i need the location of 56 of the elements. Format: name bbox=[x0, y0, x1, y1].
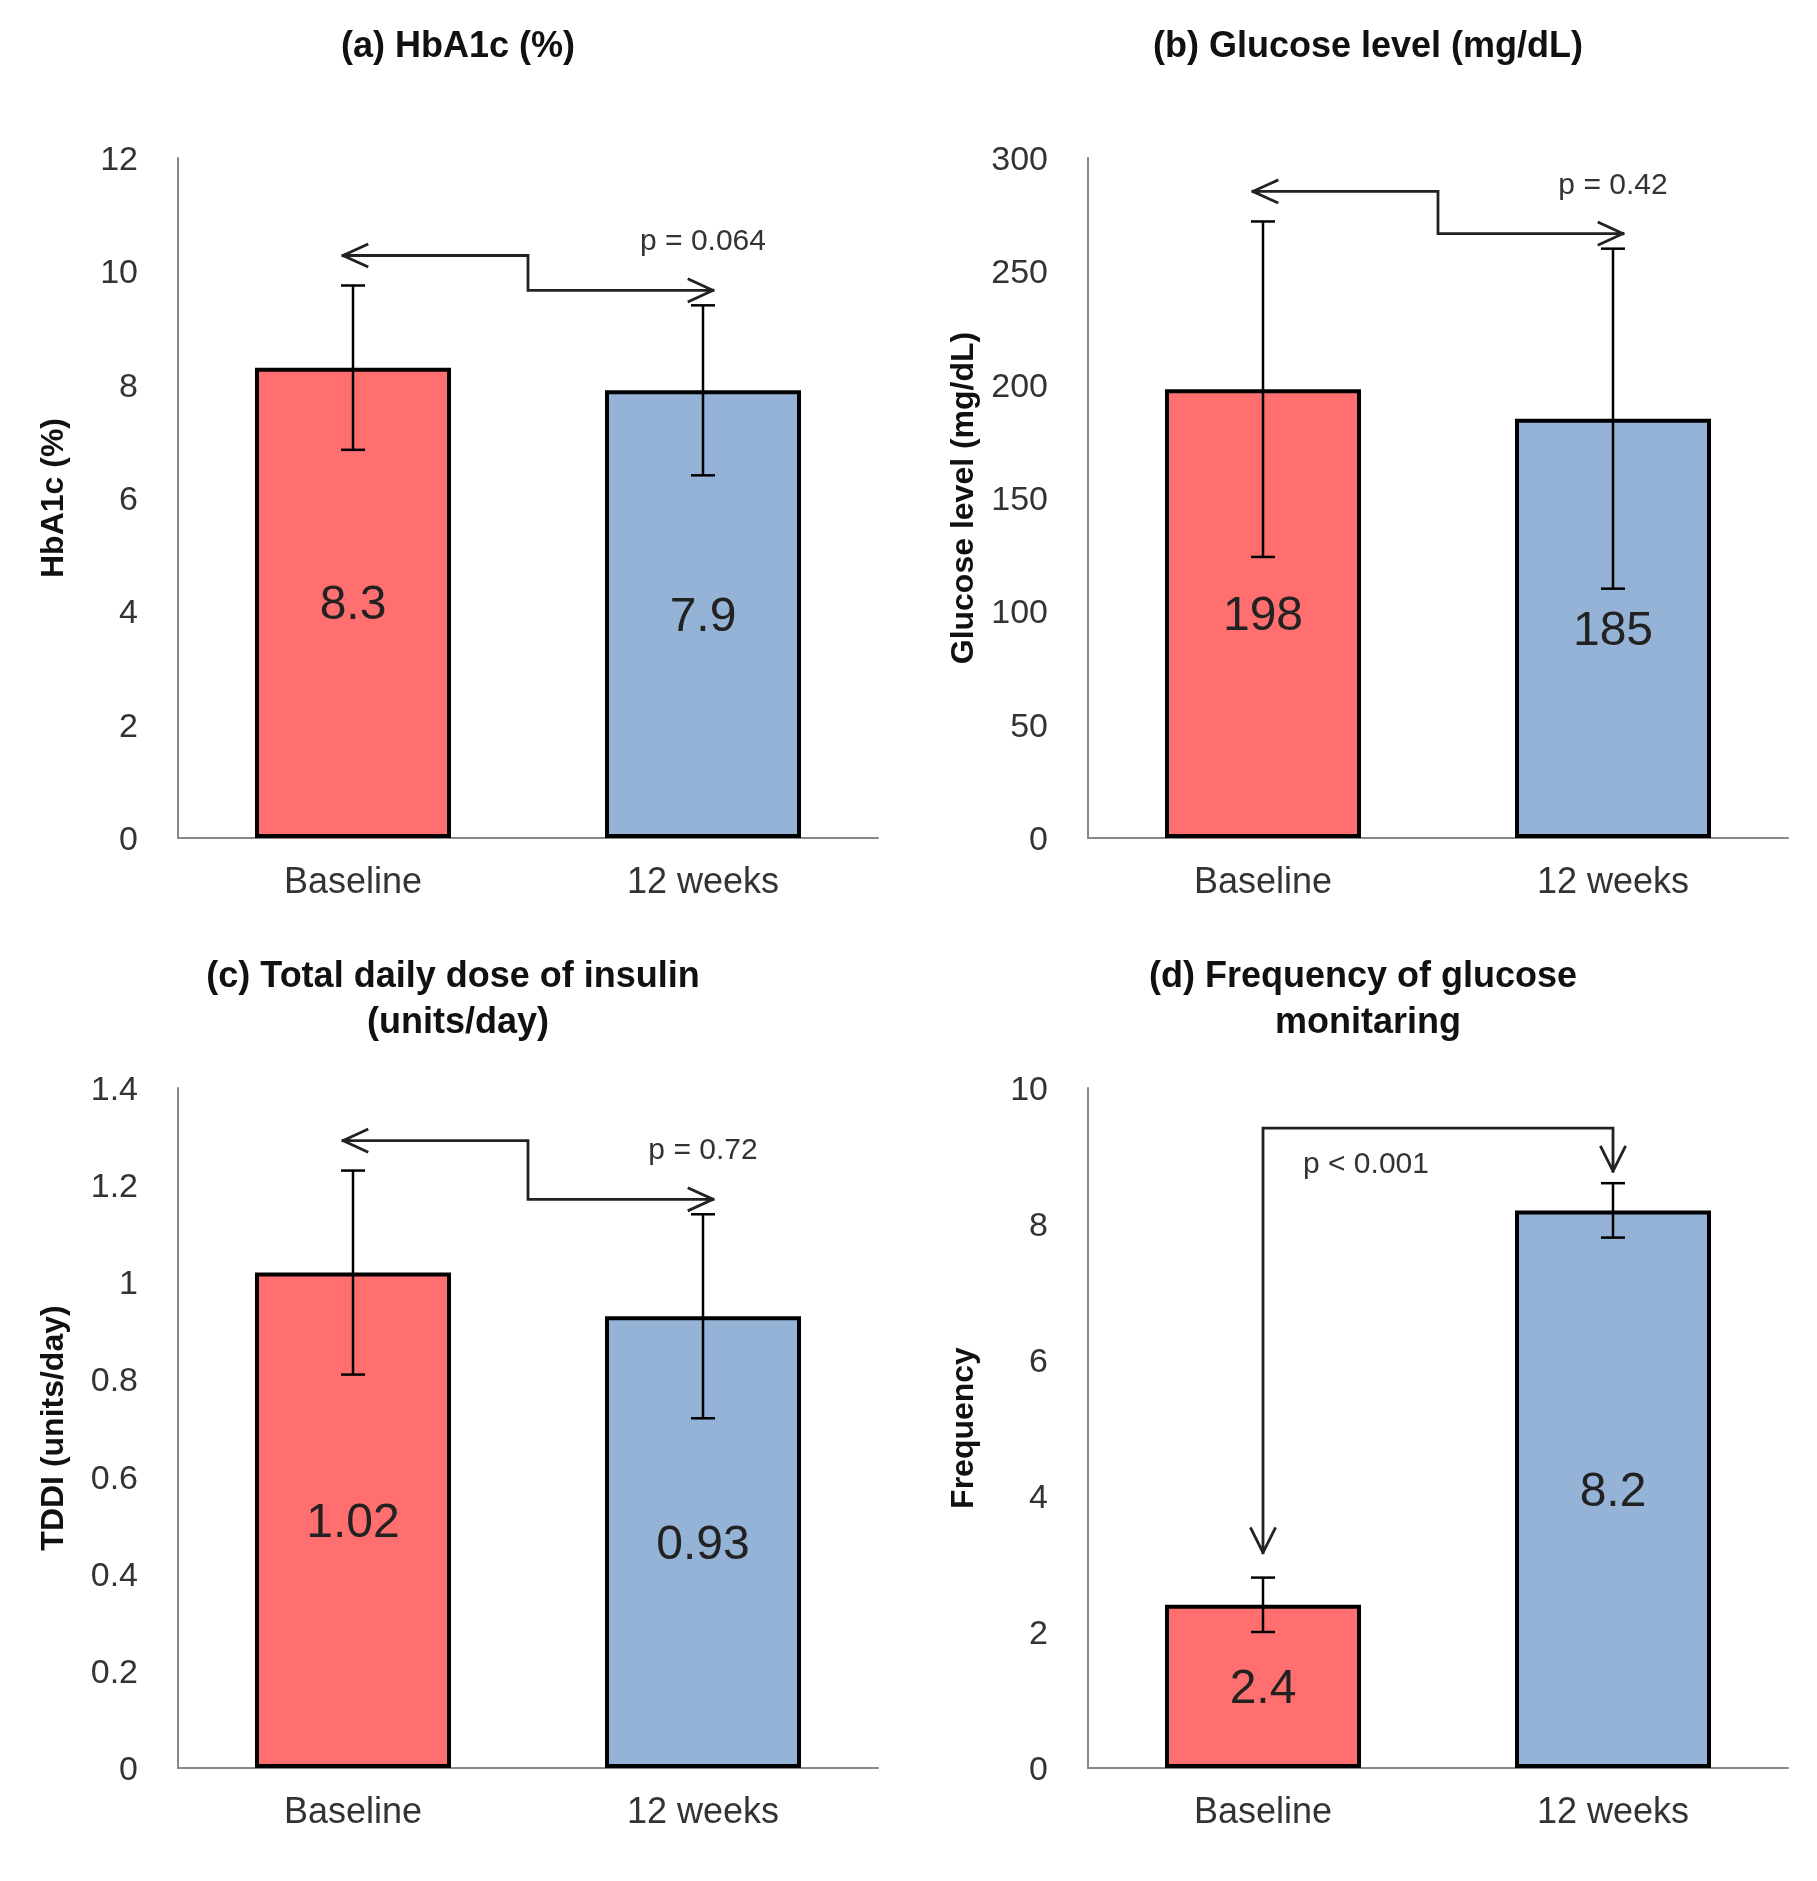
y-tick-label: 0.6 bbox=[90, 1457, 138, 1496]
y-tick-label: 0 bbox=[1029, 1749, 1048, 1787]
x-tick-label: 12 weeks bbox=[626, 859, 780, 901]
x-tick-label: 12 weeks bbox=[1536, 1789, 1690, 1831]
y-tick-label: 2 bbox=[1029, 1613, 1048, 1651]
y-tick-label: 0 bbox=[119, 1749, 138, 1787]
chart-title: (d) Frequency of glucose monitaring bbox=[1148, 953, 1588, 1041]
y-tick-label: 0 bbox=[1029, 819, 1048, 857]
y-tick-label: 4 bbox=[1029, 1477, 1048, 1515]
y-axis-title: Frequency bbox=[944, 1346, 980, 1509]
y-tick-label: 300 bbox=[991, 139, 1048, 177]
annotation: p = 0.42 bbox=[1558, 166, 1668, 200]
data-label: 2.4 bbox=[1229, 1659, 1297, 1713]
data-label: 198 bbox=[1222, 587, 1304, 641]
y-tick-label: 1.2 bbox=[90, 1166, 138, 1205]
y-tick-label: 250 bbox=[991, 252, 1048, 291]
y-axis-title: Glucose level (mg/dL) bbox=[944, 331, 980, 665]
annotation: p < 0.001 bbox=[1303, 1146, 1429, 1180]
y-tick-label: 6 bbox=[119, 479, 138, 517]
y-tick-label: 0 bbox=[119, 819, 138, 857]
y-tick-label: 50 bbox=[1010, 705, 1048, 744]
x-tick-label: 12 weeks bbox=[1536, 859, 1690, 901]
y-axis-title: TDDI (units/day) bbox=[34, 1305, 70, 1551]
y-tick-label: 0.4 bbox=[90, 1554, 138, 1593]
chart-title: (a) HbA1c (%) bbox=[340, 23, 576, 65]
x-tick-label: Baseline bbox=[1193, 859, 1333, 901]
y-tick-label: 2 bbox=[119, 705, 138, 744]
chart-title: (b) Glucose level (mg/dL) bbox=[1152, 23, 1584, 65]
y-tick-label: 4 bbox=[119, 592, 138, 631]
data-label: 8.2 bbox=[1579, 1462, 1647, 1516]
chart-title: (c) Total daily dose of insulin (units/day) bbox=[206, 953, 710, 1041]
data-label: 7.9 bbox=[669, 587, 737, 641]
data-label: 0.93 bbox=[656, 1515, 750, 1569]
x-tick-label: Baseline bbox=[283, 859, 423, 901]
y-tick-label: 6 bbox=[1029, 1341, 1048, 1379]
x-tick-label: Baseline bbox=[283, 1789, 423, 1831]
y-tick-label: 10 bbox=[1010, 1069, 1048, 1107]
data-label: 8.3 bbox=[319, 576, 387, 630]
annotation: p = 0.064 bbox=[640, 223, 766, 257]
y-tick-label: 12 bbox=[100, 139, 138, 177]
data-label: 1.02 bbox=[306, 1493, 400, 1547]
annotation: p = 0.72 bbox=[648, 1132, 758, 1166]
y-axis-title: HbA1c (%) bbox=[34, 417, 70, 579]
y-tick-label: 150 bbox=[991, 479, 1048, 517]
x-tick-label: Baseline bbox=[1193, 1789, 1333, 1831]
y-tick-label: 100 bbox=[991, 592, 1048, 631]
y-tick-label: 0.8 bbox=[90, 1360, 138, 1399]
x-tick-label: 12 weeks bbox=[626, 1789, 780, 1831]
y-tick-label: 200 bbox=[991, 365, 1048, 404]
data-label: 185 bbox=[1572, 601, 1654, 655]
y-tick-label: 1 bbox=[119, 1263, 138, 1302]
y-tick-label: 8 bbox=[119, 365, 138, 404]
y-tick-label: 0.2 bbox=[90, 1651, 138, 1690]
y-tick-label: 8 bbox=[1029, 1205, 1048, 1243]
y-tick-label: 10 bbox=[100, 252, 138, 291]
y-tick-label: 1.4 bbox=[90, 1069, 138, 1107]
